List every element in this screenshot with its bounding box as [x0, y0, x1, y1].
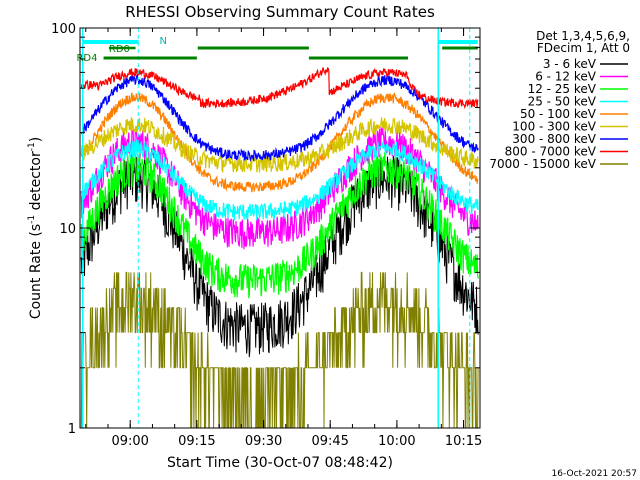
legend-label-3: 12 - 25 keV [528, 82, 597, 96]
series-line-1 [80, 154, 479, 358]
legend-header-detectors: Det 1,3,4,5,6,9, [536, 29, 630, 43]
rd4-label: RD4 [76, 53, 97, 64]
series-line-7 [80, 72, 479, 162]
night-label: N [160, 36, 167, 47]
legend-label-1: 3 - 6 keV [543, 57, 597, 71]
legend-label-4: 25 - 50 keV [528, 95, 597, 109]
y-axis-label-sup-2: -1 [27, 142, 37, 151]
overlay-layer: N RD0 RD4 [76, 28, 478, 428]
chart-title: RHESSI Observing Summary Count Rates [125, 3, 435, 21]
series-line-3 [80, 152, 479, 299]
y-axis-label-main: Count Rate (s [28, 224, 44, 319]
series-layer [80, 66, 479, 428]
y-axis-label: Count Rate (s-1 detector-1) [27, 137, 44, 319]
rd0-label: RD0 [109, 44, 130, 55]
y-axis-label-end: ) [28, 137, 44, 142]
x-tick-label-0: 09:00 [111, 434, 148, 449]
x-tick-label-2: 09:30 [245, 434, 282, 449]
series-line-6 [80, 117, 479, 174]
y-axis-label-sup: -1 [27, 215, 37, 224]
footer-date: 16-Oct-2021 20:57 [552, 469, 637, 479]
axes-layer: 09:00 09:15 09:30 09:45 10:00 10:15 1 10 100 [51, 22, 482, 449]
legend-label-2: 6 - 12 keV [535, 70, 597, 84]
y-axis-label-tail: detector [28, 151, 44, 215]
legend-header-decimation: FDecim 1, Att 0 [537, 41, 630, 55]
legend-label-6: 100 - 300 keV [512, 120, 596, 134]
legend-label-8: 800 - 7000 keV [505, 145, 597, 159]
x-tick-label-5: 10:15 [445, 434, 482, 449]
series-line-5 [80, 92, 479, 193]
series-line-2 [80, 126, 479, 250]
x-tick-label-1: 09:15 [178, 434, 215, 449]
series-line-8 [80, 66, 479, 110]
x-tick-label-4: 10:00 [378, 434, 415, 449]
y-tick-label-2: 100 [51, 22, 76, 37]
legend-label-7: 300 - 800 keV [512, 132, 596, 146]
y-tick-label-1: 10 [59, 222, 76, 237]
x-axis-label: Start Time (30-Oct-07 08:48:42) [167, 455, 393, 471]
series-line-9 [80, 271, 479, 428]
y-tick-label-0: 1 [68, 422, 76, 437]
series-line-4 [80, 139, 479, 222]
legend-label-5: 50 - 100 keV [520, 107, 597, 121]
legend-label-9: 7000 - 15000 keV [489, 157, 596, 171]
x-tick-label-3: 09:45 [311, 434, 348, 449]
